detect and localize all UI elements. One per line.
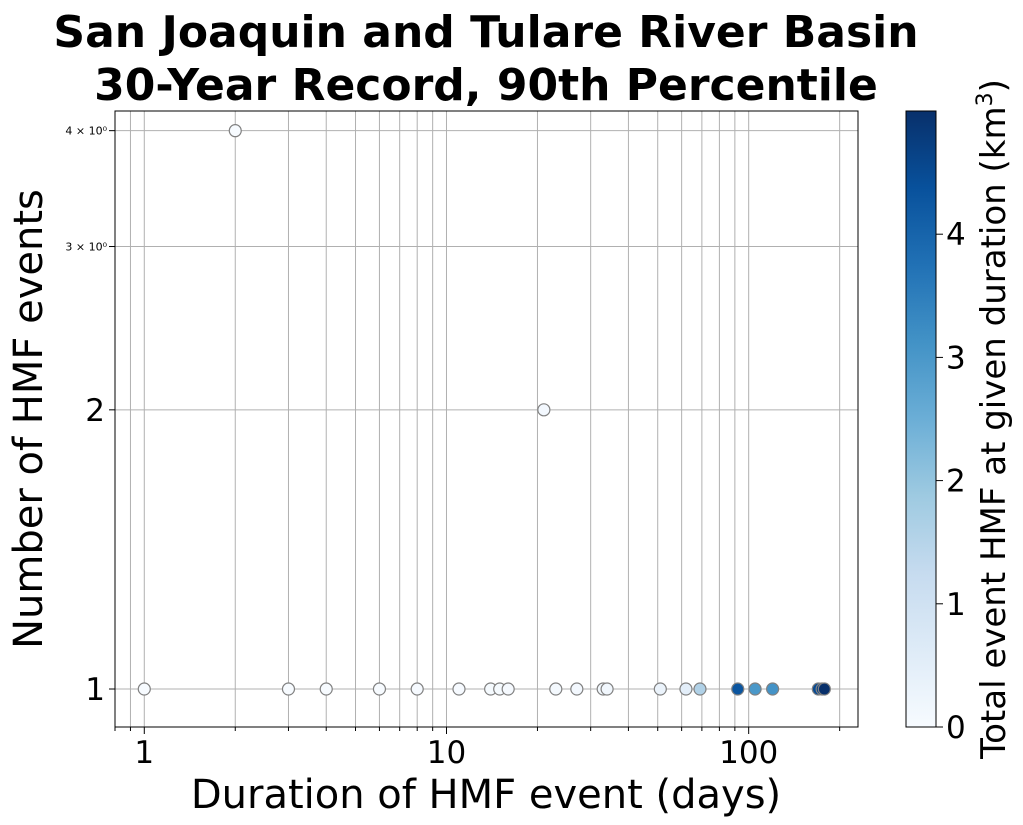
data-point bbox=[452, 682, 466, 696]
colorbar-label: Total event HMF at given duration (km3) bbox=[973, 79, 1014, 760]
data-point bbox=[137, 682, 151, 696]
colorbar-label-sup: 3 bbox=[973, 92, 998, 106]
data-point bbox=[600, 682, 614, 696]
colorbar-tick-label: 3 bbox=[946, 340, 966, 376]
y-tick-label: 2 bbox=[85, 393, 105, 429]
colorbar-label-main: Total event HMF at given duration (km bbox=[974, 106, 1014, 759]
data-point bbox=[766, 682, 780, 696]
x-axis-label: Duration of HMF event (days) bbox=[191, 772, 781, 818]
plot-area-frame bbox=[114, 110, 859, 728]
grid bbox=[114, 111, 858, 727]
chart-title-line1: San Joaquin and Tulare River Basin bbox=[53, 7, 918, 58]
data-point bbox=[372, 682, 387, 696]
y-axis-label: Number of HMF events bbox=[6, 189, 52, 649]
data-point bbox=[549, 682, 563, 696]
data-point bbox=[653, 682, 667, 696]
data-point bbox=[537, 403, 551, 417]
x-tick-label: 10 bbox=[427, 735, 466, 771]
data-point bbox=[281, 682, 296, 696]
data-point bbox=[693, 682, 707, 696]
data-points bbox=[137, 124, 831, 696]
data-point bbox=[501, 682, 515, 696]
y-minor-tick-label: 3 × 10⁰ bbox=[65, 241, 107, 254]
data-point bbox=[731, 682, 745, 696]
data-point bbox=[410, 682, 424, 696]
y-tick-label: 1 bbox=[85, 672, 105, 708]
axis-ticks: 1 10 100 1 2 3 × 10⁰ 4 × 10⁰ bbox=[65, 125, 841, 771]
data-point bbox=[228, 124, 242, 138]
colorbar bbox=[905, 110, 937, 728]
x-tick-label: 1 bbox=[134, 735, 154, 771]
data-point bbox=[679, 682, 693, 696]
chart-title-line2: 30-Year Record, 90th Percentile bbox=[94, 60, 878, 111]
data-point bbox=[319, 682, 333, 696]
data-point bbox=[748, 682, 762, 696]
colorbar-tick-label: 1 bbox=[946, 587, 966, 623]
colorbar-tick-label: 2 bbox=[946, 464, 966, 500]
colorbar-ticks: 0 1 2 3 4 bbox=[936, 217, 966, 746]
x-tick-label: 100 bbox=[719, 735, 778, 771]
colorbar-tick-label: 4 bbox=[946, 217, 966, 253]
colorbar-label-end: ) bbox=[974, 79, 1014, 92]
data-point bbox=[570, 682, 584, 696]
y-minor-tick-label: 4 × 10⁰ bbox=[65, 125, 107, 138]
data-point bbox=[817, 682, 831, 696]
colorbar-tick-label: 0 bbox=[946, 710, 966, 746]
